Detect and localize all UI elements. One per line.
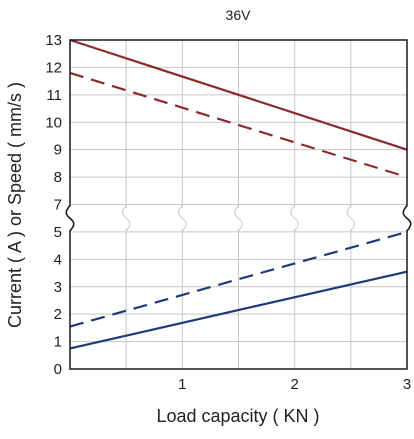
- y-tick-label: 8: [54, 169, 62, 186]
- grid: [70, 40, 407, 369]
- y-tick-label: 9: [54, 142, 62, 159]
- series-line-3: [69, 230, 408, 328]
- plot-frame: [69, 39, 408, 370]
- axis-break: [65, 204, 412, 232]
- y-tick-label: 1: [54, 334, 62, 351]
- y-tick-label: 0: [54, 361, 62, 378]
- y-tick-label: 11: [46, 87, 62, 104]
- y-tick-label: 12: [45, 59, 62, 76]
- break-grid-squiggle: [121, 205, 131, 232]
- y-tick-label: 10: [45, 114, 62, 131]
- x-tick-labels: 1 2 3: [178, 376, 411, 393]
- y-tick-label: 5: [54, 224, 62, 241]
- break-grid-squiggle: [178, 205, 187, 232]
- y-tick-label: 2: [54, 306, 62, 323]
- series-line-2: [69, 71, 408, 179]
- break-grid-squiggle: [290, 205, 299, 232]
- y-axis-label: Current ( A ) or Speed ( mm/s ): [5, 82, 25, 328]
- y-tick-label: 7: [54, 197, 62, 214]
- series-line-1: [69, 38, 408, 151]
- series-line-4: [69, 270, 408, 350]
- break-grid-squiggle: [346, 205, 356, 232]
- chart-title: 36V: [226, 7, 252, 23]
- y-tick-label: 13: [45, 32, 62, 49]
- x-tick-label: 3: [403, 376, 411, 393]
- y-tick-label: 3: [54, 279, 62, 296]
- x-tick-label: 1: [178, 376, 186, 393]
- break-grid-squiggle: [234, 205, 243, 232]
- x-tick-label: 2: [290, 376, 298, 393]
- x-axis-label: Load capacity ( KN ): [156, 406, 319, 426]
- left-axis-break-squiggle: [65, 204, 75, 232]
- right-axis-break-squiggle: [402, 204, 412, 232]
- series-layer: [69, 38, 408, 350]
- y-tick-label: 4: [54, 251, 62, 268]
